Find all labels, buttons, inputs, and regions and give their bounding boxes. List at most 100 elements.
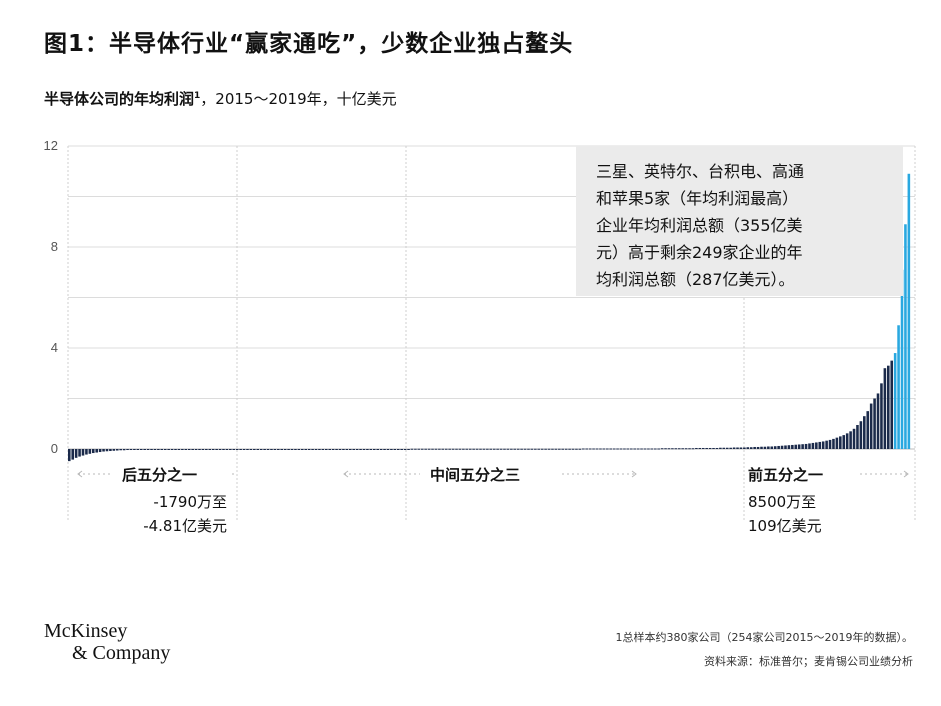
bar xyxy=(229,449,232,450)
bar xyxy=(170,449,174,450)
bar xyxy=(561,448,565,450)
bar xyxy=(719,447,722,449)
bar xyxy=(767,446,770,450)
bar xyxy=(746,447,750,449)
bar xyxy=(458,448,462,450)
bar xyxy=(232,449,236,450)
bar xyxy=(259,449,263,450)
bar xyxy=(441,448,445,450)
bar xyxy=(270,449,273,450)
bar xyxy=(510,448,513,450)
annotation-line: 元）高于剩余249家企业的年 xyxy=(596,243,803,262)
bar xyxy=(157,449,160,450)
bar xyxy=(869,403,873,449)
bar xyxy=(660,448,664,450)
bar xyxy=(753,446,756,449)
bar xyxy=(756,446,760,449)
bar xyxy=(842,435,846,449)
bar xyxy=(623,448,626,450)
bar xyxy=(239,449,242,450)
bar xyxy=(787,445,791,449)
bar xyxy=(342,449,345,450)
bar xyxy=(640,448,643,450)
y-tick-label: 4 xyxy=(51,340,58,355)
bar xyxy=(396,449,400,450)
bar xyxy=(143,449,146,450)
bar xyxy=(883,368,887,449)
bar xyxy=(845,433,849,449)
bar xyxy=(657,448,660,450)
bar xyxy=(369,449,373,450)
bar xyxy=(907,173,911,449)
bar xyxy=(811,442,815,449)
bar xyxy=(592,448,595,450)
bar xyxy=(770,446,774,450)
subtitle-rest: ，2015～2019年，十亿美元 xyxy=(200,90,397,108)
chart-subtitle: 半导体公司的年均利润1，2015～2019年，十亿美元 xyxy=(44,88,397,109)
bar xyxy=(338,449,342,450)
bar xyxy=(294,449,297,450)
bar xyxy=(345,449,349,450)
bar xyxy=(208,449,212,450)
bar xyxy=(160,449,164,450)
bar xyxy=(376,449,379,450)
bar xyxy=(643,448,647,450)
bar xyxy=(674,448,678,450)
bar xyxy=(725,447,729,449)
y-tick-label: 0 xyxy=(51,441,58,456)
bar xyxy=(146,449,150,450)
bar xyxy=(825,440,828,449)
bar xyxy=(681,448,684,450)
bar xyxy=(301,449,304,450)
bar xyxy=(626,448,630,450)
bar xyxy=(390,449,393,450)
bar xyxy=(372,449,376,450)
bar xyxy=(588,448,592,450)
bar xyxy=(253,449,256,450)
bar xyxy=(516,448,520,450)
bar xyxy=(534,448,537,450)
bar xyxy=(150,449,153,450)
bar xyxy=(633,448,636,450)
segment-arrows xyxy=(77,470,909,478)
segment-range-line: -1790万至 xyxy=(153,493,227,511)
bar xyxy=(126,449,129,451)
bar xyxy=(205,449,208,450)
bar xyxy=(794,444,798,449)
bar xyxy=(582,448,585,450)
bar xyxy=(513,448,517,450)
bar xyxy=(695,447,698,449)
bar xyxy=(256,449,260,450)
bar xyxy=(181,449,184,450)
bar xyxy=(273,449,277,450)
bar xyxy=(287,449,290,450)
bar xyxy=(520,448,523,450)
bar xyxy=(455,448,458,450)
segment-range-top: 8500万至 109亿美元 xyxy=(748,490,822,538)
bar xyxy=(307,449,311,450)
bar xyxy=(410,448,414,450)
bar xyxy=(797,444,801,449)
bar xyxy=(335,449,338,450)
bar xyxy=(828,439,832,449)
bar xyxy=(780,445,784,449)
bar xyxy=(266,449,270,450)
bar xyxy=(777,445,780,449)
bar xyxy=(492,448,496,450)
segment-range-bottom: -1790万至 -4.81亿美元 xyxy=(143,490,227,538)
y-tick-label: 12 xyxy=(44,138,58,153)
bar xyxy=(575,448,578,450)
bar xyxy=(414,448,417,450)
bar xyxy=(325,449,328,450)
bar xyxy=(506,448,510,450)
logo-line: & Company xyxy=(72,642,171,664)
bar xyxy=(773,446,777,449)
annotation-box xyxy=(576,146,903,296)
bar xyxy=(427,448,431,450)
bar xyxy=(653,448,657,450)
bar xyxy=(479,448,482,450)
bar xyxy=(174,449,177,450)
bar xyxy=(606,448,609,450)
logo-line: McKinsey xyxy=(44,620,128,642)
bar xyxy=(684,448,688,450)
